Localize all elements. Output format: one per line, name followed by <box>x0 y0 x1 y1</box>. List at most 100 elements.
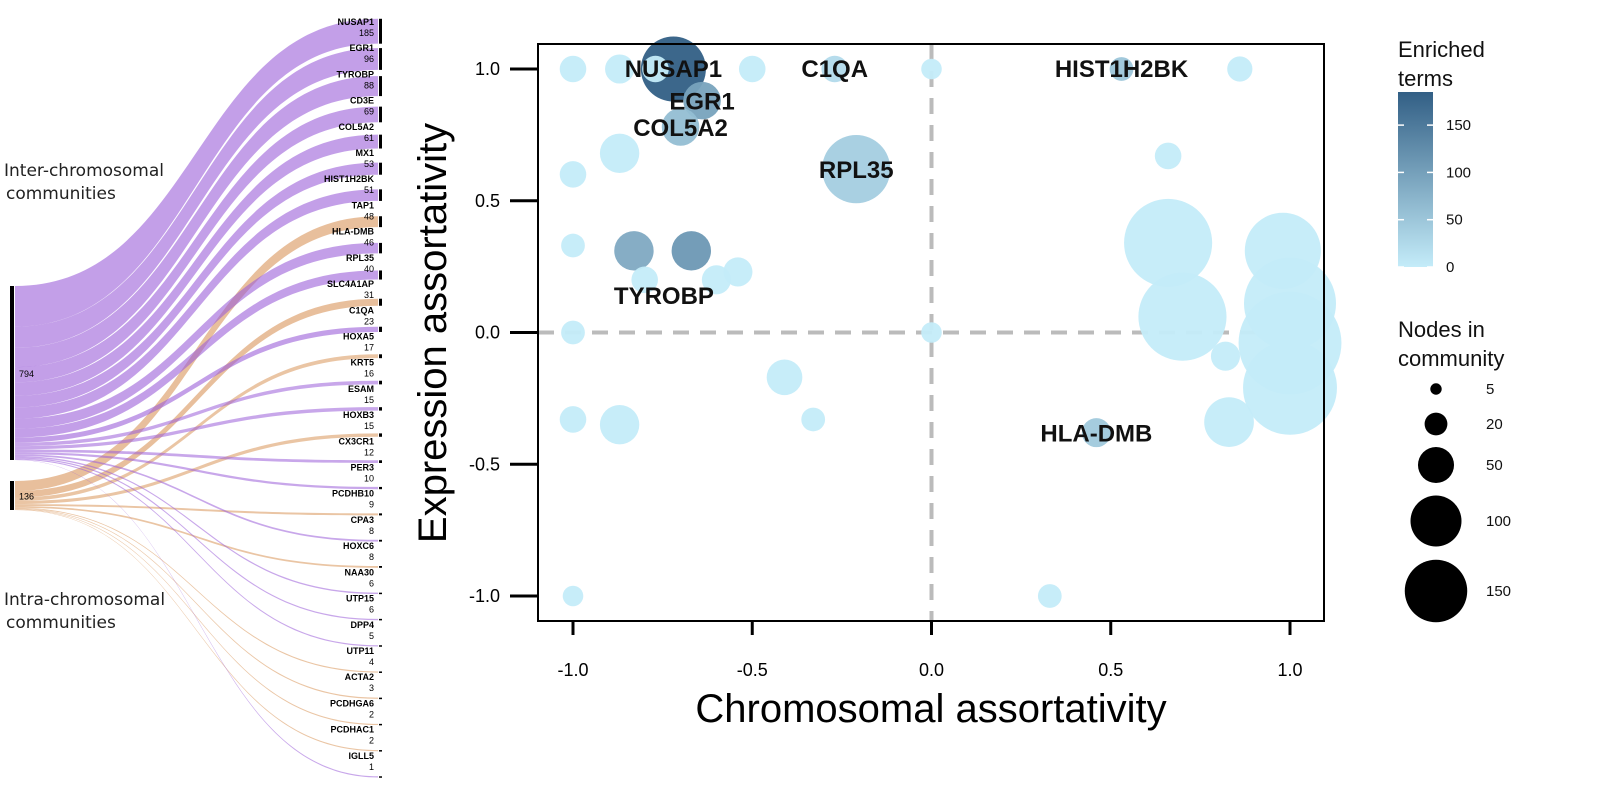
scatter-point <box>822 135 891 204</box>
sankey-flow <box>15 433 378 505</box>
sankey-flow <box>15 18 378 327</box>
point-label: TYROBP <box>614 283 714 310</box>
target-node-bar <box>379 326 382 332</box>
target-name-label: TAP1 <box>352 200 374 210</box>
target-node-bar <box>379 671 382 673</box>
target-node-bar <box>379 270 382 280</box>
y-tick-label: 0.0 <box>475 323 500 343</box>
size-legend-entries: 5 20 50 100 150 <box>1404 381 1511 623</box>
scatter-point <box>562 585 584 607</box>
target-count-label: 8 <box>369 526 374 536</box>
x-tick-label: 0.5 <box>1098 660 1123 680</box>
color-legend-title-2: terms <box>1398 66 1453 91</box>
point-label: EGR1 <box>669 89 734 116</box>
source-count-label: 794 <box>19 369 34 379</box>
target-name-label: ACTA2 <box>345 672 374 682</box>
scatter-point <box>1227 56 1253 82</box>
scatter-point <box>801 407 826 432</box>
size-legend-circle <box>1404 559 1468 623</box>
target-count-label: 2 <box>369 736 374 746</box>
target-name-label: IGLL5 <box>348 751 374 761</box>
axes: -1.0 -0.5 0.0 0.5 1.0 -1.0 -0.5 0.0 0.5 1.0 <box>469 59 1303 680</box>
target-node-bar <box>379 407 382 411</box>
target-name-label: HLA-DMB <box>332 227 374 237</box>
scatter-point <box>1124 198 1213 287</box>
target-count-label: 2 <box>369 709 374 719</box>
target-count-label: 12 <box>364 447 374 457</box>
sankey-flow <box>15 326 378 443</box>
inter-chromosomal-label: Inter-chromosomal communities <box>4 160 164 206</box>
x-tick-label: -0.5 <box>737 660 768 680</box>
sankey-flow <box>15 506 378 568</box>
target-node-bar <box>379 566 382 568</box>
inter-label-line-1: Inter-chromosomal <box>4 161 165 181</box>
target-node-bar <box>379 460 382 463</box>
target-name-label: EGR1 <box>349 43 374 53</box>
inter-label-line-2: communities <box>6 184 116 204</box>
target-count-label: 23 <box>364 316 374 326</box>
target-node-bar <box>379 76 382 97</box>
sankey-flow <box>15 106 378 383</box>
x-axis-title: Chromosomal assortativity <box>695 687 1166 731</box>
scatter-point <box>642 55 669 83</box>
scatter-point <box>921 58 942 80</box>
source-count-label: 136 <box>19 492 34 502</box>
target-count-label: 6 <box>369 578 374 588</box>
target-name-label: PCDHGA6 <box>330 698 374 708</box>
scatter-point <box>561 320 585 345</box>
target-count-label: 4 <box>369 657 374 667</box>
sankey-flow <box>15 452 378 490</box>
sankey-flow <box>15 508 378 699</box>
legend: Enriched terms 0 50 100 150 Nodes in commun… <box>1398 37 1511 623</box>
target-node-bar <box>379 723 382 726</box>
point-label: COL5A2 <box>633 115 728 142</box>
target-name-label: SLC4A1AP <box>327 279 374 289</box>
target-count-label: 96 <box>364 54 374 64</box>
target-count-label: 31 <box>364 290 374 300</box>
scatter-point <box>701 265 731 295</box>
size-legend-circle <box>1424 412 1448 436</box>
target-name-label: UTP15 <box>346 594 374 604</box>
target-node-bar <box>379 106 382 123</box>
target-count-label: 1 <box>369 762 374 772</box>
sankey-flow <box>15 459 378 778</box>
target-name-label: HOXA5 <box>343 331 374 341</box>
scatter-point <box>1243 340 1337 435</box>
target-node-bar <box>379 242 382 254</box>
target-count-label: 48 <box>364 211 374 221</box>
y-axis-title: Expression assortativity <box>411 123 455 543</box>
target-count-label: 8 <box>369 552 374 562</box>
size-legend-circle <box>1417 446 1455 484</box>
target-count-label: 3 <box>369 683 374 693</box>
target-node-bar <box>379 486 382 490</box>
source-node-bar <box>10 481 14 510</box>
scatter-point <box>1210 341 1241 371</box>
size-legend-label: 100 <box>1486 513 1511 530</box>
color-tick-label: 50 <box>1446 212 1463 229</box>
size-legend-circle <box>1410 495 1462 547</box>
target-count-label: 9 <box>369 500 374 510</box>
target-node-bar <box>379 298 382 306</box>
size-legend-title-2: community <box>1398 346 1504 371</box>
target-count-label: 16 <box>364 369 374 379</box>
scatter-point <box>1244 212 1321 289</box>
target-count-label: 6 <box>369 605 374 615</box>
scatter-point <box>599 133 640 174</box>
sankey-flow <box>15 407 378 450</box>
scatter-point <box>640 36 706 102</box>
target-node-bar <box>379 513 382 516</box>
color-bar <box>1398 92 1433 267</box>
target-name-label: TYROBP <box>336 69 374 79</box>
target-name-label: RPL35 <box>346 253 374 263</box>
x-tick-label: 0.0 <box>919 660 944 680</box>
target-count-label: 88 <box>364 80 374 90</box>
scatter-point <box>821 55 848 83</box>
size-legend-title-1: Nodes in <box>1398 317 1485 342</box>
sankey-flow <box>15 48 378 348</box>
scatter-point <box>671 231 712 271</box>
target-count-label: 69 <box>364 107 374 117</box>
point-label: HLA-DMB <box>1040 421 1152 448</box>
size-legend-label: 150 <box>1486 583 1511 600</box>
intra-label-line-2: communities <box>6 613 116 633</box>
